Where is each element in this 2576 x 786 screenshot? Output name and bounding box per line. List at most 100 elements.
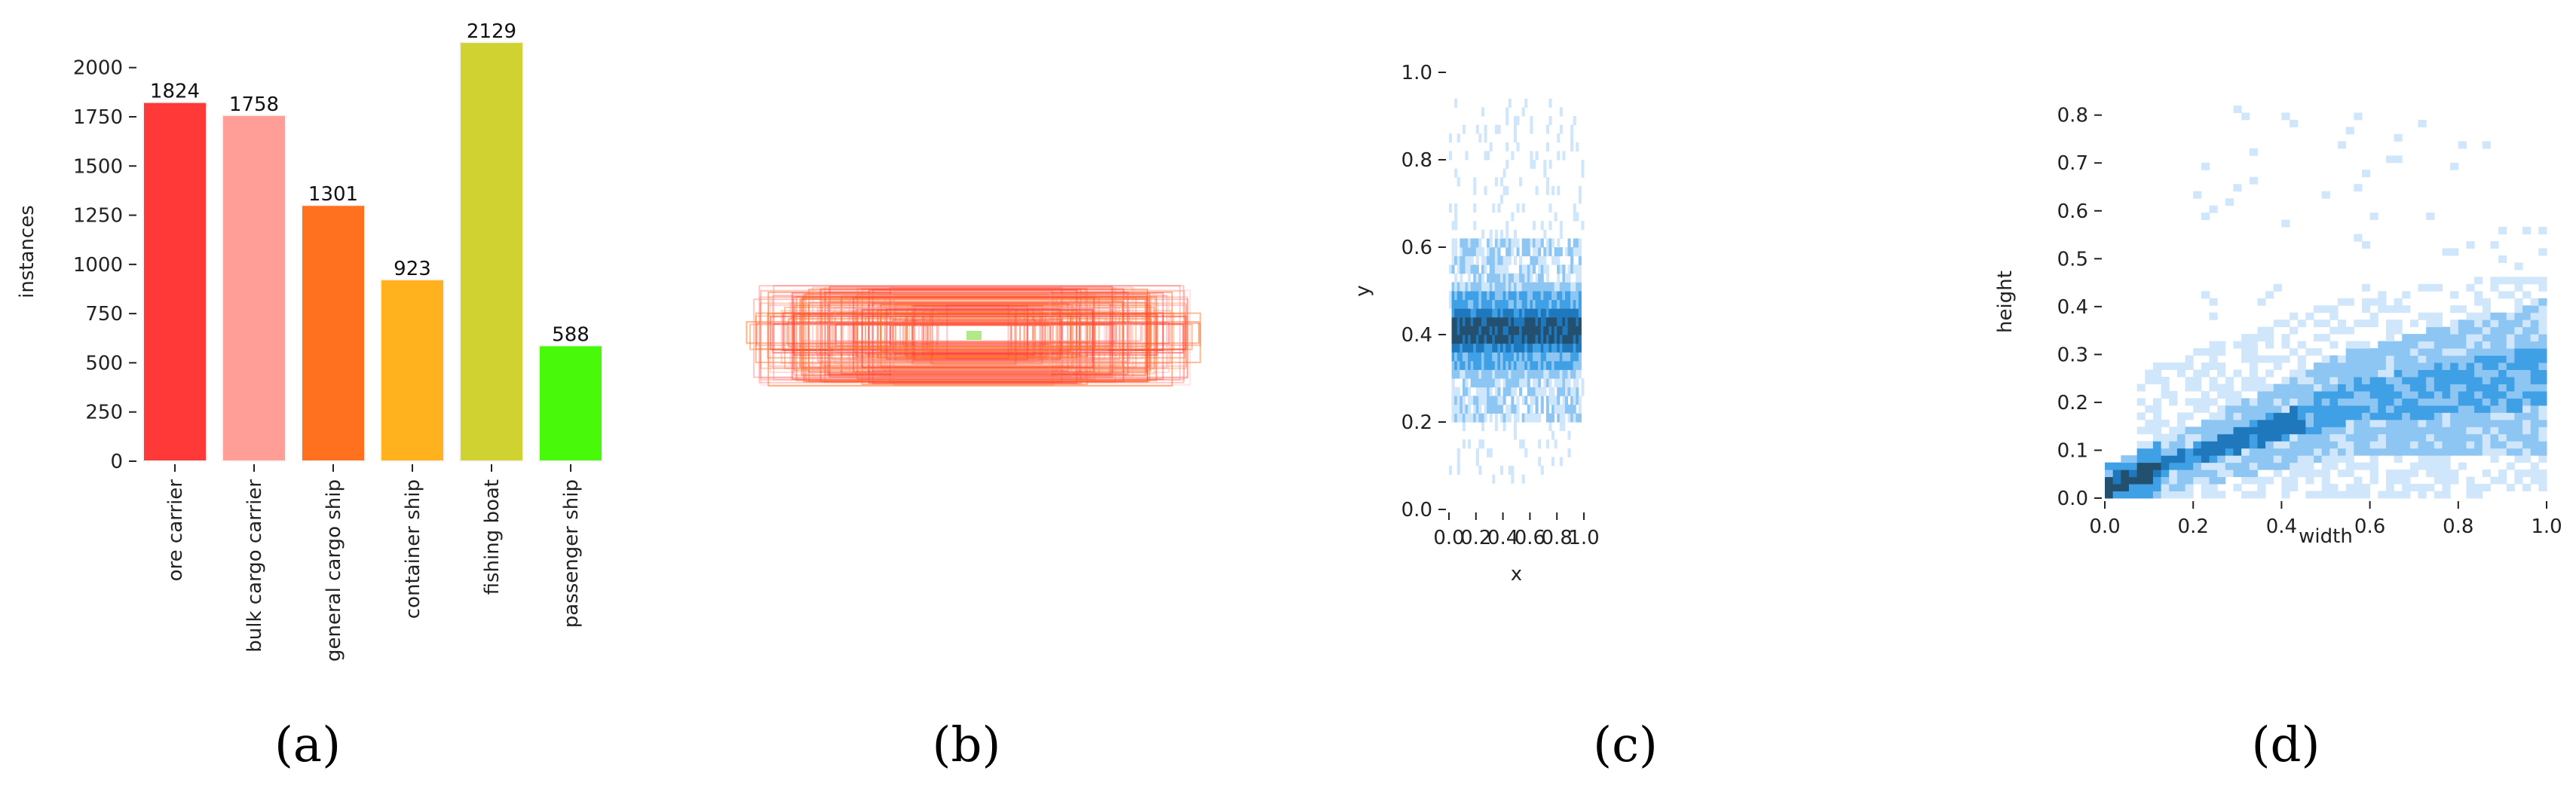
d-heatmap-cell-726 (2418, 334, 2427, 342)
c-heatmap-cell-918 (1564, 396, 1569, 405)
d-heatmap-cell-463 (2329, 398, 2339, 406)
d-heatmap-cell-304 (2265, 369, 2274, 378)
c-heatmap-cell-50 (1454, 168, 1458, 178)
d-heatmap-cell-1019 (2514, 362, 2523, 370)
d-heatmap-cell-399 (2305, 412, 2314, 421)
d-heatmap-cell-144 (2201, 433, 2210, 442)
c-heatmap-cell-6 (1449, 133, 1453, 143)
d-heatmap-cell-690 (2409, 433, 2419, 442)
d-y-tick-label-5: 0.5 (2057, 248, 2088, 271)
c-heatmap-cell-650 (1530, 308, 1533, 318)
c-heatmap-cell-804 (1548, 282, 1552, 292)
d-heatmap-cell-321 (2273, 390, 2282, 399)
c-heatmap-cell-566 (1519, 343, 1523, 353)
y-tick-label-0: 0 (110, 451, 123, 473)
d-heatmap-cell-645 (2394, 412, 2403, 421)
d-heatmap-cell-700 (2409, 362, 2419, 370)
c-heatmap-cell-163 (1470, 343, 1474, 353)
c-heatmap-cell-458 (1505, 291, 1509, 301)
c-heatmap-cell-973 (1570, 142, 1574, 151)
d-heatmap-cell-1094 (2538, 412, 2547, 421)
d-heatmap-cell-849 (2458, 334, 2467, 342)
c-heatmap-cell-291 (1487, 396, 1490, 405)
d-heatmap-cell-986 (2506, 419, 2515, 427)
d-heatmap-cell-92 (2176, 484, 2186, 492)
c-heatmap-cell-16 (1451, 335, 1455, 344)
d-heatmap-cell-792 (2442, 419, 2451, 427)
d-heatmap-cell-38 (2145, 462, 2154, 470)
d-heatmap-cell-662 (2402, 491, 2411, 499)
c-heatmap-cell-875 (1559, 422, 1563, 432)
d-heatmap-cell-108 (2185, 469, 2194, 478)
c-heatmap-cell-484 (1508, 308, 1512, 318)
d-heatmap-cell-801 (2442, 355, 2451, 363)
c-heatmap-cell-789 (1548, 422, 1552, 432)
d-x-tick-label-1: 0.2 (2178, 515, 2209, 538)
d-heatmap-cell-136 (2201, 491, 2210, 499)
d-heatmap-cell-908 (2482, 433, 2491, 442)
d-heatmap-cell-1015 (2514, 390, 2523, 399)
c-heatmap-cell-525 (1513, 335, 1517, 344)
d-heatmap-cell-111 (2185, 448, 2194, 456)
c-heatmap-cell-761 (1543, 247, 1547, 257)
c-heatmap-cell-836 (1554, 369, 1558, 379)
d-heatmap-cell-694 (2409, 405, 2419, 413)
d-heatmap-cell-469 (2329, 355, 2339, 363)
c-heatmap-cell-266 (1481, 107, 1485, 117)
d-heatmap-cell-974 (2498, 320, 2507, 328)
d-heatmap-cell-766 (2434, 412, 2443, 421)
d-heatmap-cell-618 (2385, 427, 2395, 435)
d-heatmap-cell-999 (2506, 326, 2515, 335)
d-heatmap-cell-238 (2241, 412, 2250, 421)
d-heatmap-cell-156 (2209, 491, 2218, 499)
c-heatmap-cell-384 (1497, 360, 1501, 370)
c-heatmap-cell-342 (1492, 335, 1496, 344)
d-heatmap-cell-3 (2105, 469, 2114, 478)
c-heatmap-cell-604 (1524, 369, 1528, 379)
d-heatmap-cell-43 (2145, 419, 2154, 427)
d-heatmap-cell-487 (2337, 376, 2347, 384)
c-heatmap-cell-32 (1454, 369, 1458, 379)
d-heatmap-cell-70 (2161, 448, 2170, 456)
d-heatmap-cell-228 (2241, 491, 2250, 499)
d-heatmap-cell-1011 (2514, 419, 2523, 427)
d-heatmap-cell-12 (2121, 476, 2130, 485)
c-heatmap-cell-374 (1494, 247, 1498, 257)
d-heatmap-cell-561 (2361, 341, 2371, 349)
c-heatmap-cell-981 (1573, 369, 1576, 379)
c-heatmap-cell-812 (1551, 457, 1555, 466)
d-heatmap-cell-539 (2354, 320, 2363, 328)
bbox-outline-87 (871, 289, 1082, 384)
d-heatmap-cell-1021 (2514, 348, 2523, 356)
c-heatmap-cell-1019 (1578, 413, 1582, 423)
d-heatmap-cell-248 (2249, 491, 2258, 499)
d-heatmap-cell-97 (2176, 448, 2186, 456)
c-heatmap-cell-592 (1521, 291, 1525, 301)
d-heatmap-cell-240 (2241, 398, 2250, 406)
d-heatmap-cell-457 (2329, 441, 2339, 449)
bbox-outline-59 (848, 298, 1091, 378)
c-heatmap-cell-288 (1484, 124, 1487, 134)
d-heatmap-cell-514 (2345, 348, 2354, 356)
c-heatmap-cell-968 (1570, 291, 1574, 301)
d-heatmap-cell-976 (2498, 291, 2507, 299)
d-heatmap-cell-761 (2434, 448, 2443, 456)
bbox-outline-131 (801, 295, 1148, 370)
c-heatmap-cell-996 (1573, 203, 1576, 213)
c-heatmap-cell-861 (1557, 317, 1561, 326)
c-heatmap-cell-188 (1473, 291, 1477, 301)
c-heatmap-cell-614 (1524, 282, 1528, 292)
d-heatmap-cell-553 (2361, 398, 2371, 406)
d-heatmap-cell-1037 (2522, 433, 2532, 442)
d-heatmap-cell-204 (2225, 412, 2234, 421)
d-heatmap-cell-853 (2458, 141, 2467, 149)
d-heatmap-cell-1041 (2522, 405, 2532, 413)
d-heatmap-cell-781 (2434, 283, 2443, 292)
c-heatmap-cell-284 (1484, 255, 1487, 265)
d-heatmap-cell-657 (2394, 320, 2403, 328)
d-heatmap-cell-612 (2385, 484, 2395, 492)
c-heatmap-cell-219 (1475, 247, 1479, 257)
d-heatmap-cell-969 (2498, 355, 2507, 363)
d-heatmap-cell-357 (2290, 427, 2299, 435)
c-heatmap-cell-697 (1535, 291, 1539, 301)
